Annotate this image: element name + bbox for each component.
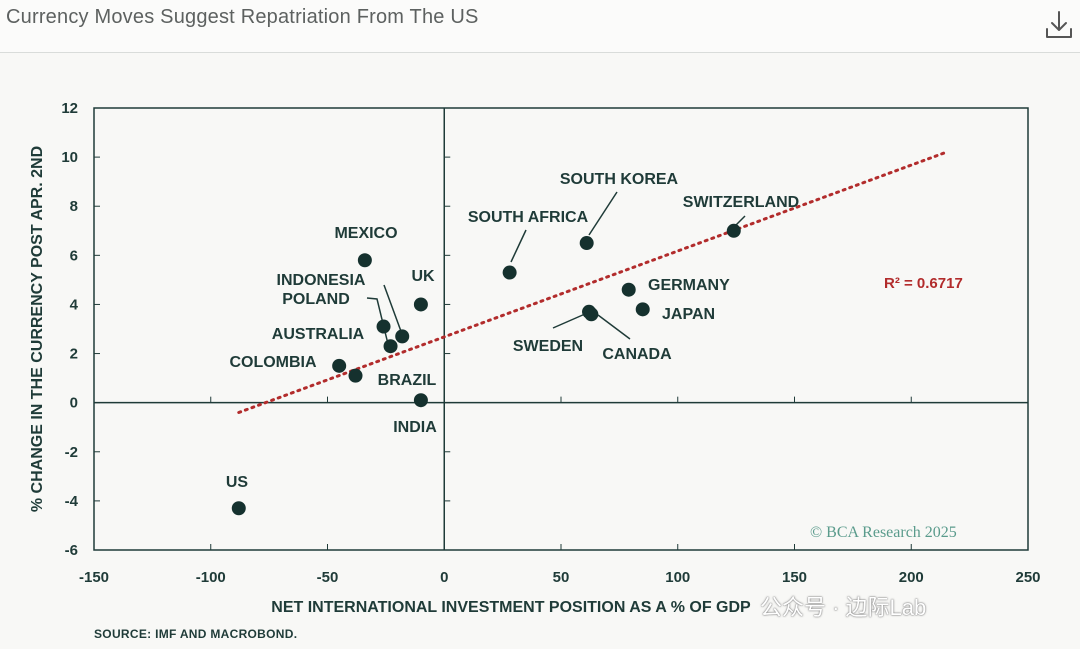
x-tick-label: 150 xyxy=(782,569,807,586)
overlay-watermark: 公众号 · 边际Lab xyxy=(760,595,927,620)
point-germany xyxy=(621,282,636,297)
point-label-us: US xyxy=(226,474,249,491)
x-tick-label: -100 xyxy=(196,569,226,586)
y-tick-label: 0 xyxy=(70,395,78,412)
point-label-switzerland: SWITZERLAND xyxy=(683,194,799,211)
r-squared-label: R² = 0.6717 xyxy=(884,275,963,292)
download-icon[interactable] xyxy=(1043,8,1075,42)
y-tick-label: 8 xyxy=(70,198,78,215)
point-mexico xyxy=(357,253,372,268)
x-tick-label: 100 xyxy=(665,569,690,586)
point-label-south-africa: SOUTH AFRICA xyxy=(468,209,589,226)
x-tick-label: 200 xyxy=(899,569,924,586)
y-tick-label: 12 xyxy=(61,100,78,117)
point-label-mexico: MEXICO xyxy=(334,225,397,242)
y-tick-label: 6 xyxy=(70,247,78,264)
point-colombia xyxy=(332,358,347,373)
point-label-brazil: BRAZIL xyxy=(378,372,437,389)
y-tick-label: 2 xyxy=(70,346,78,363)
point-switzerland xyxy=(726,223,741,238)
point-us xyxy=(231,501,246,516)
x-tick-label: -50 xyxy=(317,569,339,586)
point-label-uk: UK xyxy=(411,268,435,285)
x-axis-label: NET INTERNATIONAL INVESTMENT POSITION AS… xyxy=(271,599,751,616)
point-label-south-korea: SOUTH KOREA xyxy=(560,171,679,188)
point-south-korea xyxy=(579,236,594,251)
leader-line-sweden xyxy=(552,313,586,329)
y-tick-label: 10 xyxy=(61,149,78,166)
point-label-sweden: SWEDEN xyxy=(513,338,583,355)
leader-line-canada xyxy=(597,314,631,340)
point-label-india: INDIA xyxy=(393,419,437,436)
point-label-australia: AUSTRALIA xyxy=(272,326,365,343)
y-tick-label: 4 xyxy=(70,296,79,313)
point-uk xyxy=(413,297,428,312)
point-japan xyxy=(635,302,650,317)
point-label-colombia: COLOMBIA xyxy=(229,354,317,371)
point-label-poland: POLAND xyxy=(282,291,350,308)
y-tick-label: -6 xyxy=(65,542,78,559)
point-south-africa xyxy=(502,265,517,280)
point-label-japan: JAPAN xyxy=(662,306,715,323)
point-poland xyxy=(383,339,398,354)
point-brazil xyxy=(348,368,363,383)
x-tick-label: 0 xyxy=(440,569,448,586)
point-indonesia xyxy=(395,329,410,344)
source-note: SOURCE: IMF AND MACROBOND. xyxy=(94,627,298,641)
point-canada xyxy=(584,307,599,322)
x-tick-label: 50 xyxy=(553,569,570,586)
chart-header: Currency Moves Suggest Repatriation From… xyxy=(0,0,1080,53)
leader-line-south-korea xyxy=(588,191,618,236)
point-label-indonesia: INDONESIA xyxy=(277,272,366,289)
point-label-canada: CANADA xyxy=(602,346,672,363)
x-tick-label: -150 xyxy=(79,569,109,586)
chart-title: Currency Moves Suggest Repatriation From… xyxy=(6,6,479,28)
y-tick-label: -4 xyxy=(65,493,79,510)
point-label-germany: GERMANY xyxy=(648,277,730,294)
leader-line-indonesia xyxy=(383,284,403,335)
y-axis-label: % CHANGE IN THE CURRENCY POST APR. 2ND xyxy=(29,146,46,512)
y-tick-label: -2 xyxy=(65,444,78,461)
point-australia xyxy=(376,319,391,334)
point-india xyxy=(413,393,428,408)
bca-watermark: © BCA Research 2025 xyxy=(810,524,957,541)
leader-line-south-africa xyxy=(510,229,527,263)
x-tick-label: 250 xyxy=(1015,569,1040,586)
